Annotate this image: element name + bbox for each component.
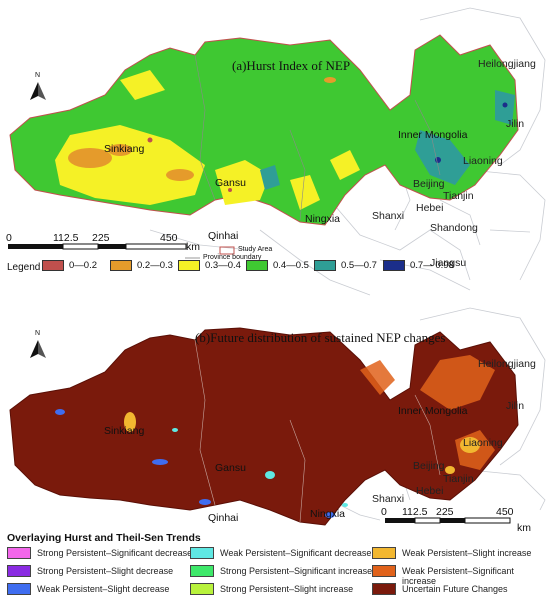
legend-label: Legend xyxy=(7,262,41,273)
label-beijing: Beijing xyxy=(413,178,445,190)
north-label: N xyxy=(35,72,41,79)
label-gansu: Gansu xyxy=(215,177,246,189)
value-0.5-0.7-areas xyxy=(260,90,515,190)
label-qinhai: Qinhai xyxy=(208,512,239,524)
study-area-label: Study Area xyxy=(238,246,273,253)
label-gansu: Gansu xyxy=(215,462,246,474)
weak-significant-decrease-areas xyxy=(172,428,348,507)
trend-legend-label: Strong Persistent–Significant decrease xyxy=(37,548,193,558)
scale-unit: km xyxy=(186,241,200,253)
trend-legend-swatch xyxy=(7,547,31,559)
trend-legend-label: Strong Persistent–Slight increase xyxy=(220,584,354,594)
legend-label: 0.5—0.7 xyxy=(341,260,377,271)
label-inner-mongolia: Inner Mongolia xyxy=(398,405,468,417)
future-changes-map-panel: (b)Future distribution of sustained NEP … xyxy=(0,300,550,607)
trend-legend-label: Strong Persistent–Significant increase xyxy=(220,566,373,576)
legend-label: 0.2—0.3 xyxy=(137,260,173,271)
trend-legend-swatch xyxy=(7,583,31,595)
label-heilongjiang: Heilongjiang xyxy=(478,358,536,370)
trend-legend-swatch xyxy=(190,583,214,595)
study-area-symbol xyxy=(219,246,235,255)
legend-label: 0.3—0.4 xyxy=(205,260,241,271)
scale-tick-0: 0 xyxy=(6,232,12,244)
north-label: N xyxy=(35,330,41,337)
trend-legend-label: Weak Persistent–Slight increase xyxy=(402,548,532,558)
trend-legend-label: Weak Persistent–Significant increase xyxy=(402,566,514,586)
value-0-0.2-areas xyxy=(147,137,232,192)
label-shanxi: Shanxi xyxy=(372,493,405,505)
scale-bar xyxy=(8,243,187,250)
label-inner-mongolia: Inner Mongolia xyxy=(398,129,468,141)
legend-swatch xyxy=(383,260,405,271)
weak-slight-decrease-areas xyxy=(55,409,335,518)
scale-tick-3: 450 xyxy=(160,232,178,244)
legend-swatch xyxy=(110,260,132,271)
legend-swatch xyxy=(314,260,336,271)
trend-legend-label: Weak Persistent–Slight decrease xyxy=(37,584,170,594)
label-ningxia: Ningxia xyxy=(305,213,341,225)
province-boundaries xyxy=(194,339,441,523)
label-liaoning: Liaoning xyxy=(463,437,503,449)
weak-slight-increase-areas xyxy=(124,412,480,474)
scale-bar xyxy=(385,517,511,524)
legend-swatch xyxy=(178,260,200,271)
trend-legend-label: Weak Persistent–Significant decrease xyxy=(220,548,372,558)
scale-tick-2: 225 xyxy=(92,232,110,244)
label-jilin: Jilin xyxy=(506,400,525,412)
label-jiangsu: Jiangsu xyxy=(430,257,467,269)
province-boundary-label: Province boundary xyxy=(203,254,262,261)
label-jilin: Jilin xyxy=(506,118,525,130)
hurst-map-canvas xyxy=(8,7,546,296)
label-heilongjiang: Heilongjiang xyxy=(478,58,536,70)
label-sinkiang: Sinkiang xyxy=(104,425,145,437)
label-sinkiang: Sinkiang xyxy=(104,143,145,155)
hurst-map-panel: (a)Hurst Index of NEP N Sinkiang Gansu N… xyxy=(0,0,550,300)
north-arrow-icon xyxy=(30,340,46,358)
label-hebei: Hebei xyxy=(416,202,444,214)
trend-legend-swatch xyxy=(372,565,396,577)
scale-tick-1: 112.5 xyxy=(53,232,79,244)
trend-legend-title: Overlaying Hurst and Theil-Sen Trends xyxy=(7,532,201,544)
label-beijing: Beijing xyxy=(413,460,445,472)
legend-label: 0.7— 0.98 xyxy=(410,260,454,271)
scale-tick-3: 450 xyxy=(496,506,514,518)
label-liaoning: Liaoning xyxy=(463,155,503,167)
label-tianjin: Tianjin xyxy=(443,473,474,485)
province-boundaries xyxy=(194,54,441,221)
panel-b-title: (b)Future distribution of sustained NEP … xyxy=(195,330,446,345)
trend-legend-swatch xyxy=(190,565,214,577)
future-map-canvas xyxy=(9,307,546,526)
legend-label: 0—0.2 xyxy=(69,260,97,271)
panel-a-title: (a)Hurst Index of NEP xyxy=(232,58,351,73)
trend-legend-swatch xyxy=(7,565,31,577)
north-arrow-icon xyxy=(30,82,46,100)
study-area-shape xyxy=(9,327,519,526)
scale-tick-2: 225 xyxy=(436,506,454,518)
trend-legend-label: Uncertain Future Changes xyxy=(402,584,508,594)
trend-legend-label: Strong Persistent–Slight decrease xyxy=(37,566,174,576)
label-tianjin: Tianjin xyxy=(443,190,474,202)
trend-legend-swatch xyxy=(372,547,396,559)
trend-legend-swatch xyxy=(190,547,214,559)
legend-swatch xyxy=(42,260,64,271)
scale-tick-1: 112.5 xyxy=(402,506,428,518)
label-qinhai: Qinhai xyxy=(208,230,239,242)
scale-tick-0: 0 xyxy=(381,506,387,518)
label-ningxia: Ningxia xyxy=(310,508,346,520)
scale-unit: km xyxy=(517,522,531,534)
value-0.2-0.3-areas xyxy=(68,77,336,181)
value-0.3-0.4-areas xyxy=(55,70,360,210)
label-shanxi: Shanxi xyxy=(372,210,405,222)
trend-legend-swatch xyxy=(372,583,396,595)
legend-label: 0.4—0.5 xyxy=(273,260,309,271)
label-hebei: Hebei xyxy=(416,485,444,497)
legend-swatch xyxy=(246,260,268,271)
label-shandong: Shandong xyxy=(430,222,478,234)
